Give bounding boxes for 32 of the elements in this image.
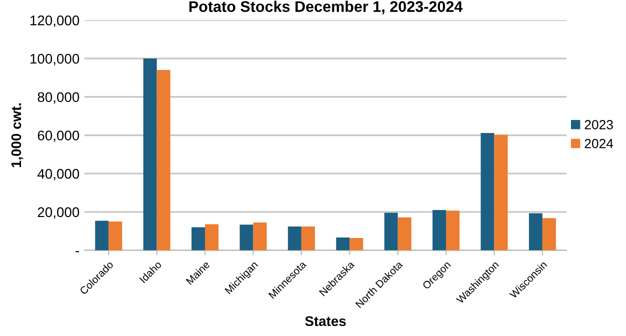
bar xyxy=(95,220,109,250)
y-tick-label: 60,000 xyxy=(38,130,80,142)
bar xyxy=(205,224,219,250)
bar xyxy=(288,226,302,250)
bar xyxy=(108,222,122,250)
chart-title: Potato Stocks December 1, 2023-2024 xyxy=(189,0,463,14)
y-tick-label: 40,000 xyxy=(37,168,80,180)
y-tick-label: - xyxy=(76,251,80,252)
bar xyxy=(528,213,542,250)
legend-label: 2024 xyxy=(584,138,614,148)
y-tick-label: 120,000 xyxy=(30,15,80,27)
legend-label: 2023 xyxy=(584,120,613,130)
y-tick-label: 100,000 xyxy=(30,54,80,66)
bar xyxy=(446,210,460,250)
bar xyxy=(480,132,494,250)
bar xyxy=(336,237,350,250)
bar xyxy=(192,227,206,250)
bar xyxy=(240,224,254,250)
bar xyxy=(384,212,398,250)
y-tick-label: 20,000 xyxy=(38,207,80,219)
bar xyxy=(494,134,508,250)
bar xyxy=(156,70,170,250)
bar xyxy=(253,222,267,250)
bar xyxy=(432,210,446,250)
bar xyxy=(143,58,157,250)
y-tick-label: 80,000 xyxy=(38,92,80,104)
y-axis-title: 1,000 cwt. xyxy=(11,103,24,168)
x-axis-title: States xyxy=(305,316,346,326)
bar xyxy=(542,218,556,250)
bar xyxy=(301,226,315,250)
bar xyxy=(350,238,364,250)
bar xyxy=(398,217,412,250)
